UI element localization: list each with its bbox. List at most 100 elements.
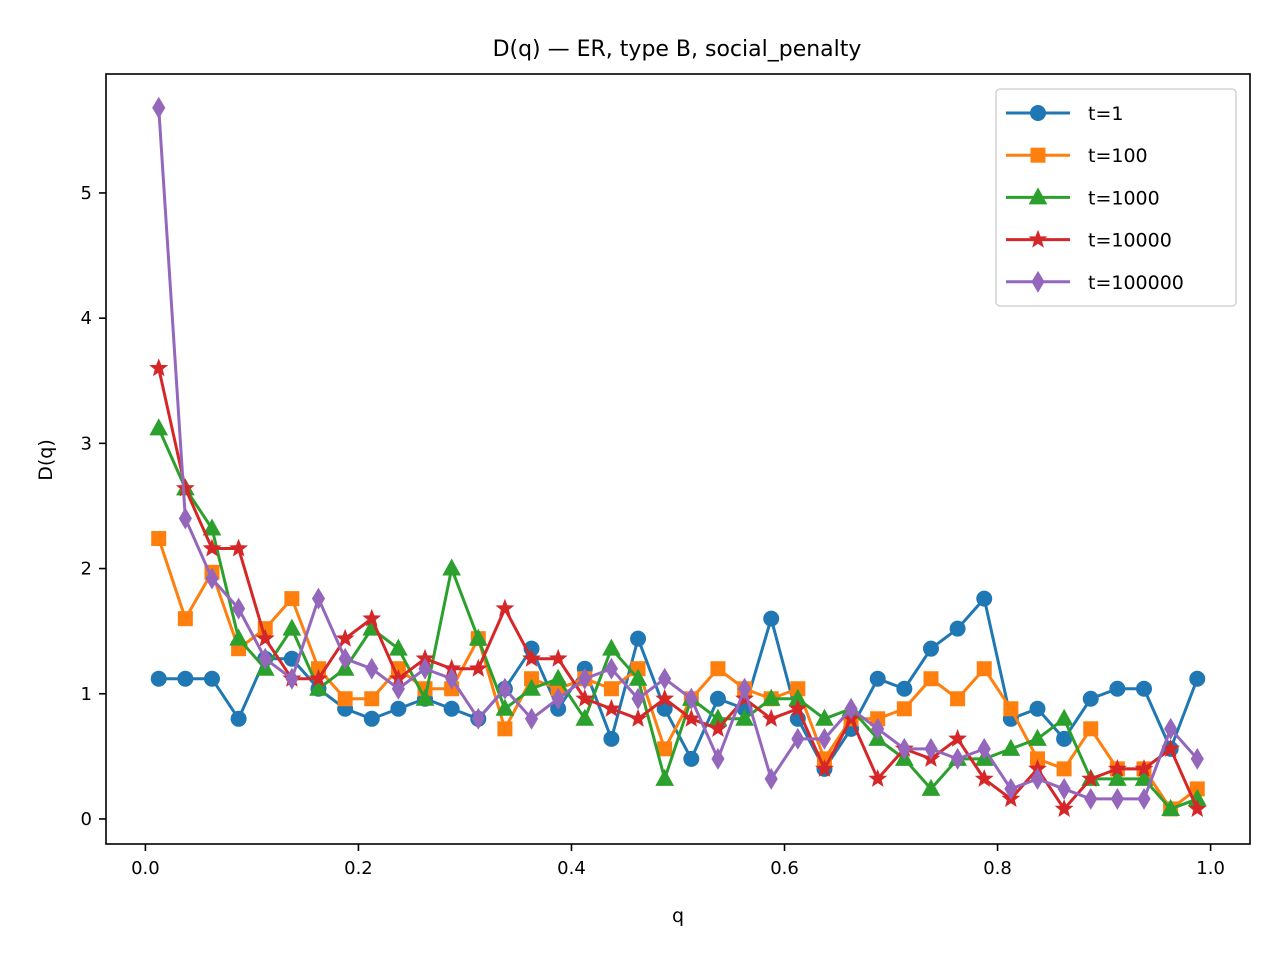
series-t=100 (151, 531, 1205, 817)
data-point-t=100-8 (364, 691, 380, 707)
data-point-t=1-11 (443, 700, 460, 717)
data-point-t=10000-36 (1107, 758, 1127, 777)
data-point-t=100000-16 (578, 667, 592, 690)
legend-marker-t=10000 (1028, 229, 1048, 248)
series-line-t=100000 (157, 107, 1199, 801)
x-axis-label: q (672, 905, 684, 927)
data-point-t=100000-30 (951, 747, 965, 770)
data-point-t=10000-23 (761, 708, 781, 727)
data-point-t=10000-8 (362, 608, 382, 627)
data-point-t=100-29 (923, 671, 939, 687)
x-tick-label: 0.0 (131, 858, 160, 879)
data-point-t=1000-34 (1054, 708, 1074, 726)
legend-marker-t=1000 (1028, 187, 1048, 205)
legend-entry-t=1000: t=1000 (1006, 187, 1160, 209)
data-point-t=1000-13 (495, 698, 515, 716)
data-point-t=100000-1 (178, 507, 192, 530)
data-point-t=100000-3 (232, 597, 246, 620)
data-point-t=10000-12 (468, 658, 488, 677)
data-point-t=1000-2 (202, 518, 222, 536)
data-point-t=1000-9 (389, 638, 408, 656)
series-line-t=1000 (157, 427, 1198, 811)
data-point-t=1000-32 (1001, 738, 1021, 756)
data-point-t=1-2 (203, 670, 220, 687)
data-point-t=1-1 (177, 670, 194, 687)
data-point-t=1-9 (390, 700, 407, 717)
data-point-t=10000-18 (628, 708, 648, 727)
data-point-t=100000-28 (897, 737, 911, 760)
data-point-t=1-28 (896, 680, 913, 697)
data-point-t=10000-30 (948, 728, 968, 747)
series-line-t=1 (158, 597, 1199, 771)
data-point-t=10000-17 (601, 698, 621, 717)
data-point-t=100000-17 (604, 657, 619, 680)
data-point-t=1-35 (1082, 690, 1099, 707)
axes: 0.0 0.2 0.4 0.6 0.8 1.0 0 1 2 3 4 5 (81, 73, 1251, 879)
y-tick-label: 5 (81, 183, 92, 204)
data-point-t=100000-18 (631, 687, 645, 710)
legend-box (995, 88, 1237, 307)
axes-frame (105, 73, 1251, 845)
legend-label: t=10000 (1088, 230, 1172, 252)
data-point-t=100-35 (1083, 721, 1099, 737)
y-tick-label: 0 (81, 809, 92, 830)
data-point-t=1-23 (763, 610, 780, 627)
data-point-t=1000-12 (468, 628, 488, 646)
legend-marker-t=100000 (1031, 270, 1045, 293)
data-point-t=1000-37 (1134, 768, 1154, 786)
data-point-t=1-39 (1189, 670, 1206, 687)
y-tick-label: 2 (81, 559, 92, 580)
data-point-t=100000-25 (817, 727, 832, 750)
data-point-t=10000-16 (575, 688, 595, 707)
data-point-t=100000-14 (524, 707, 539, 730)
data-point-t=1000-18 (628, 668, 648, 686)
data-point-t=100000-34 (1057, 777, 1071, 800)
data-point-t=100000-33 (1030, 767, 1045, 790)
data-point-t=100000-24 (791, 727, 805, 750)
data-point-t=10000-6 (309, 668, 328, 687)
data-point-t=1-30 (949, 620, 966, 637)
legend-label: t=1 (1088, 103, 1123, 125)
data-point-t=1000-19 (655, 768, 675, 786)
data-point-t=10000-0 (149, 358, 169, 377)
data-point-t=1-17 (603, 730, 620, 747)
data-point-t=10000-4 (255, 628, 275, 647)
data-point-t=1-33 (1029, 700, 1046, 717)
data-point-t=100000-0 (152, 96, 166, 119)
data-point-t=10000-21 (708, 718, 728, 737)
data-point-t=100-17 (603, 681, 619, 697)
legend-marker-t=100 (1030, 147, 1046, 163)
data-point-t=100-0 (151, 531, 167, 547)
legend-marker-t=1 (1030, 105, 1046, 121)
data-point-t=10000-37 (1134, 758, 1154, 777)
data-point-t=100-5 (284, 591, 300, 607)
x-tick-label: 0.8 (983, 858, 1012, 879)
data-point-t=100000-11 (445, 667, 459, 690)
data-point-t=100000-6 (311, 587, 326, 610)
x-tick-label: 0.4 (557, 858, 586, 879)
data-point-t=100000-4 (258, 647, 272, 670)
data-point-t=10000-13 (495, 598, 515, 617)
data-point-t=1-20 (683, 750, 700, 767)
data-point-t=100000-29 (924, 737, 938, 760)
data-point-t=100000-19 (658, 667, 672, 690)
data-point-t=10000-35 (1081, 768, 1101, 787)
data-point-t=1000-29 (921, 778, 941, 796)
data-point-t=100000-36 (1110, 787, 1124, 810)
chart-title: D(q) — ER, type B, social_penalty (493, 37, 862, 62)
y-tick-label: 1 (81, 684, 92, 705)
data-point-t=100000-39 (1190, 747, 1204, 770)
data-point-t=10000-24 (788, 698, 808, 717)
data-point-t=10000-3 (229, 538, 249, 557)
data-point-t=100000-7 (338, 647, 352, 670)
data-point-t=10000-25 (815, 758, 834, 777)
data-point-t=10000-14 (522, 648, 541, 667)
data-point-t=100000-38 (1164, 717, 1178, 740)
data-point-t=1-37 (1136, 680, 1153, 697)
data-point-t=1-31 (976, 590, 993, 607)
data-point-t=100000-37 (1137, 787, 1151, 810)
data-point-t=100000-32 (1004, 777, 1018, 800)
legend-label: t=100000 (1088, 272, 1184, 294)
x-tick-label: 1.0 (1196, 858, 1225, 879)
